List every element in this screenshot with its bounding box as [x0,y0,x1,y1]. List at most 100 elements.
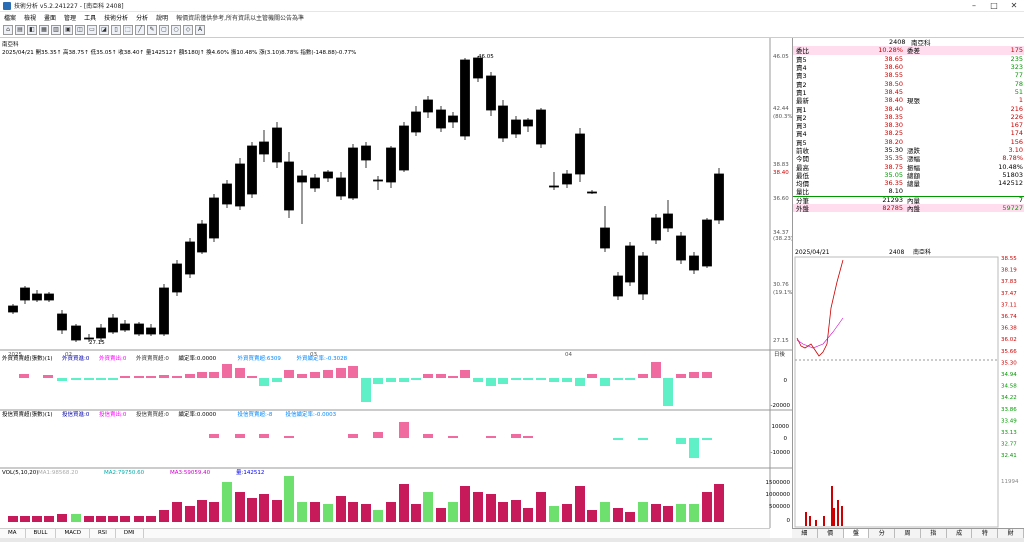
panel2-bar [536,378,546,380]
panel2-bar [702,372,712,378]
quote-value2: 323 [1010,63,1023,72]
candlestick-chart[interactable]: 46.05 42.44 (80.3%) 38.83 38.40 36.60 34.37(38… [0,38,792,528]
quote-tab[interactable]: 成 [947,529,973,539]
quote-label: 買3 [796,122,807,131]
toolbar-tool-icon[interactable]: ▢ [159,25,169,35]
close-button[interactable]: ✕ [1010,1,1018,10]
toolbar-tool-icon[interactable]: ✎ [147,25,157,35]
quote-tab[interactable]: 分 [869,529,896,539]
toolbar-tool-icon[interactable]: ▯ [111,25,121,35]
candle-body [373,179,383,182]
quote-tab[interactable]: 特 [972,529,999,539]
volume-bar [373,510,383,522]
indicator-tab[interactable]: MA [0,529,26,538]
window-title: 技術分析 v5.2.241227 - [南亞科 2408] [14,3,124,10]
maximize-button[interactable]: □ [990,1,998,10]
panel2-bar [638,374,648,378]
panel2-bar [600,378,610,386]
toolbar-tool-icon[interactable]: ╱ [135,25,145,35]
toolbar-tool-icon[interactable]: ⌂ [3,25,13,35]
volume-bar [523,508,533,522]
panel2-bar [411,378,421,380]
minimize-button[interactable]: – [972,1,976,10]
menu-item-1[interactable]: 檢視 [24,15,37,22]
panel2-bar [386,378,396,382]
toolbar-tool-icon[interactable]: A [195,25,205,35]
intraday-vol-bar [837,500,839,526]
candle-body [209,197,219,239]
intraday-vol-bar [831,486,833,526]
toolbar-tool-icon[interactable]: ▦ [39,25,49,35]
candle-body [549,185,559,188]
toolbar-tool-icon[interactable]: ◧ [27,25,37,35]
intraday-chart[interactable]: 2025/04/21 2408 南亞科 38.55 38.19 37.83 37.47 37.… [793,248,1024,528]
volume-bar [222,482,232,522]
quote-tab[interactable]: 盤 [843,529,870,539]
panel2-bar [336,368,346,378]
quote-tab[interactable]: 細 [792,529,818,539]
toolbar-tool-icon[interactable]: ⬚ [123,25,133,35]
panel2-bar [185,374,195,378]
menu-item-5[interactable]: 技術分析 [104,15,129,22]
menu-item-0[interactable]: 檔案 [4,15,17,22]
menu-item-4[interactable]: 工具 [84,15,97,22]
toolbar-tool-icon[interactable]: ▤ [15,25,25,35]
menu-item-2[interactable]: 畫面 [44,15,57,22]
quote-value: 35.05 [884,170,903,179]
indicator-tab[interactable]: RSI [90,529,116,538]
toolbar-tool-icon[interactable]: ◫ [75,25,85,35]
quote-label: 量比 [796,188,809,197]
panel2-bar [222,364,232,378]
candle-body [134,323,144,335]
panel3-bar [638,438,648,440]
panel2-bar [613,378,623,380]
menu-item-8[interactable]: 報價資訊僅供參考,所有資訊以主管機關公告為準 [176,15,305,22]
panel4-legend: MA3:59059.40 [170,470,211,476]
panel2-bar [323,370,333,378]
panel2-bar [284,370,294,378]
quote-tab[interactable]: 周 [895,529,921,539]
price-tick-label: (38.23) [773,236,792,242]
toolbar-tool-icon[interactable]: ◇ [183,25,193,35]
candle-body [323,171,333,179]
indicator-tab[interactable]: BULL [26,529,57,538]
quote-value2: 142512 [998,179,1023,188]
toolbar-tool-icon[interactable]: ▣ [63,25,73,35]
menu-item-7[interactable]: 說明 [156,15,169,22]
indicator-tab[interactable]: MACD [56,529,90,538]
menu-item-6[interactable]: 分析 [136,15,149,22]
toolbar-tool-icon[interactable]: ◪ [99,25,109,35]
quote-label: 買1 [796,105,807,114]
volume-bar [336,496,346,522]
panel2-bar [348,366,358,378]
panel4-tick: 0 [787,518,791,524]
menu-item-3[interactable]: 管理 [64,15,77,22]
volume-bar [8,516,18,522]
toolbar-tool-icon[interactable]: ▥ [51,25,61,35]
volume-bar [44,516,54,522]
intraday-tick: 33.86 [1001,407,1017,413]
chart-area[interactable]: 南亞科 2025/04/21 開35.35↑ 高38.75↑ 低35.05↑ 收… [0,38,792,538]
candle-body [460,59,470,137]
month-label: 03 [310,352,317,358]
quote-value2: 174 [1010,129,1023,138]
candle-body [536,109,546,145]
volume-bar [159,510,169,522]
volume-bar [536,492,546,522]
price-tick-label: 38.83 [773,162,789,168]
panel3-legend: 投信賣買超:0 [136,410,169,418]
panel4-legend: MA1:98568.20 [38,470,79,476]
toolbar-tool-icon[interactable]: ○ [171,25,181,35]
indicator-tab[interactable]: DMI [116,529,144,538]
quote-label: 委比 [796,47,809,56]
quote-label: 最新 [796,97,809,106]
panel2-bar [549,378,559,382]
price-tick-label: 46.05 [773,54,789,60]
candle-body [297,175,307,183]
quote-tab[interactable]: 價 [818,529,844,539]
quote-tab[interactable]: 指 [921,529,947,539]
panel3-bar [523,436,533,438]
quote-row: 分筆 21293 內量 7 [793,195,1024,205]
toolbar-tool-icon[interactable]: ▭ [87,25,97,35]
intraday-name: 南亞科 [913,248,931,256]
